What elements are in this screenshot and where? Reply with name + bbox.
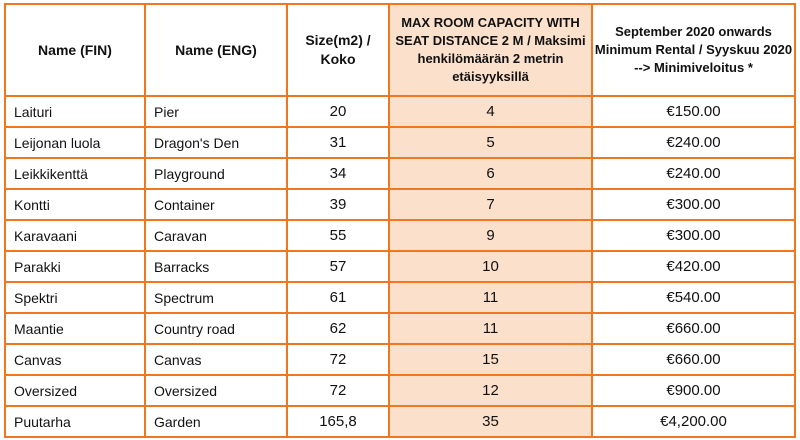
cell-rental: €300.00 xyxy=(591,219,796,252)
cell-rental: €540.00 xyxy=(591,281,796,314)
cell-name-fin: Puutarha xyxy=(4,405,146,438)
cell-name-eng: Country road xyxy=(144,312,288,345)
table-row: Kontti Container 39 7 €300.00 xyxy=(4,188,796,221)
table-row: Leikkikenttä Playground 34 6 €240.00 xyxy=(4,157,796,190)
cell-name-eng: Playground xyxy=(144,157,288,190)
cell-name-eng: Oversized xyxy=(144,374,288,407)
cell-name-fin: Laituri xyxy=(4,95,146,128)
cell-size: 31 xyxy=(286,126,390,159)
cell-name-eng: Caravan xyxy=(144,219,288,252)
cell-capacity: 12 xyxy=(388,374,593,407)
table-row: Maantie Country road 62 11 €660.00 xyxy=(4,312,796,345)
cell-size: 20 xyxy=(286,95,390,128)
cell-size: 62 xyxy=(286,312,390,345)
cell-capacity: 11 xyxy=(388,312,593,345)
table-header-row: Name (FIN) Name (ENG) Size(m2) / Koko MA… xyxy=(4,3,796,97)
cell-capacity: 10 xyxy=(388,250,593,283)
cell-rental: €660.00 xyxy=(591,343,796,376)
cell-capacity: 4 xyxy=(388,95,593,128)
cell-capacity: 7 xyxy=(388,188,593,221)
cell-size: 72 xyxy=(286,374,390,407)
cell-rental: €4,200.00 xyxy=(591,405,796,438)
table-row: Karavaani Caravan 55 9 €300.00 xyxy=(4,219,796,252)
cell-rental: €240.00 xyxy=(591,126,796,159)
cell-capacity: 35 xyxy=(388,405,593,438)
cell-size: 165,8 xyxy=(286,405,390,438)
header-max-capacity: MAX ROOM CAPACITY WITH SEAT DISTANCE 2 M… xyxy=(388,3,593,97)
table-row: Laituri Pier 20 4 €150.00 xyxy=(4,95,796,128)
cell-name-eng: Canvas xyxy=(144,343,288,376)
table-row: Canvas Canvas 72 15 €660.00 xyxy=(4,343,796,376)
cell-name-eng: Container xyxy=(144,188,288,221)
table-row: Spektri Spectrum 61 11 €540.00 xyxy=(4,281,796,314)
cell-name-eng: Garden xyxy=(144,405,288,438)
cell-size: 55 xyxy=(286,219,390,252)
cell-capacity: 11 xyxy=(388,281,593,314)
cell-capacity: 15 xyxy=(388,343,593,376)
cell-capacity: 5 xyxy=(388,126,593,159)
cell-size: 39 xyxy=(286,188,390,221)
cell-rental: €660.00 xyxy=(591,312,796,345)
cell-name-fin: Spektri xyxy=(4,281,146,314)
cell-name-eng: Barracks xyxy=(144,250,288,283)
table-row: Oversized Oversized 72 12 €900.00 xyxy=(4,374,796,407)
table-row: Leijonan luola Dragon's Den 31 5 €240.00 xyxy=(4,126,796,159)
table-row: Puutarha Garden 165,8 35 €4,200.00 xyxy=(4,405,796,438)
cell-name-fin: Canvas xyxy=(4,343,146,376)
cell-name-fin: Leijonan luola xyxy=(4,126,146,159)
table-row: Parakki Barracks 57 10 €420.00 xyxy=(4,250,796,283)
cell-size: 57 xyxy=(286,250,390,283)
cell-rental: €900.00 xyxy=(591,374,796,407)
cell-size: 34 xyxy=(286,157,390,190)
cell-capacity: 6 xyxy=(388,157,593,190)
cell-name-eng: Dragon's Den xyxy=(144,126,288,159)
cell-rental: €300.00 xyxy=(591,188,796,221)
cell-rental: €150.00 xyxy=(591,95,796,128)
cell-name-fin: Oversized xyxy=(4,374,146,407)
header-size: Size(m2) / Koko xyxy=(286,3,390,97)
cell-size: 61 xyxy=(286,281,390,314)
cell-size: 72 xyxy=(286,343,390,376)
cell-name-fin: Leikkikenttä xyxy=(4,157,146,190)
cell-name-fin: Parakki xyxy=(4,250,146,283)
cell-name-eng: Spectrum xyxy=(144,281,288,314)
cell-rental: €420.00 xyxy=(591,250,796,283)
header-name-fin: Name (FIN) xyxy=(4,3,146,97)
cell-name-fin: Karavaani xyxy=(4,219,146,252)
cell-rental: €240.00 xyxy=(591,157,796,190)
cell-name-eng: Pier xyxy=(144,95,288,128)
cell-name-fin: Kontti xyxy=(4,188,146,221)
cell-name-fin: Maantie xyxy=(4,312,146,345)
room-pricing-table: Name (FIN) Name (ENG) Size(m2) / Koko MA… xyxy=(4,3,796,438)
cell-capacity: 9 xyxy=(388,219,593,252)
header-name-eng: Name (ENG) xyxy=(144,3,288,97)
header-minimum-rental: September 2020 onwards Minimum Rental / … xyxy=(591,3,796,97)
